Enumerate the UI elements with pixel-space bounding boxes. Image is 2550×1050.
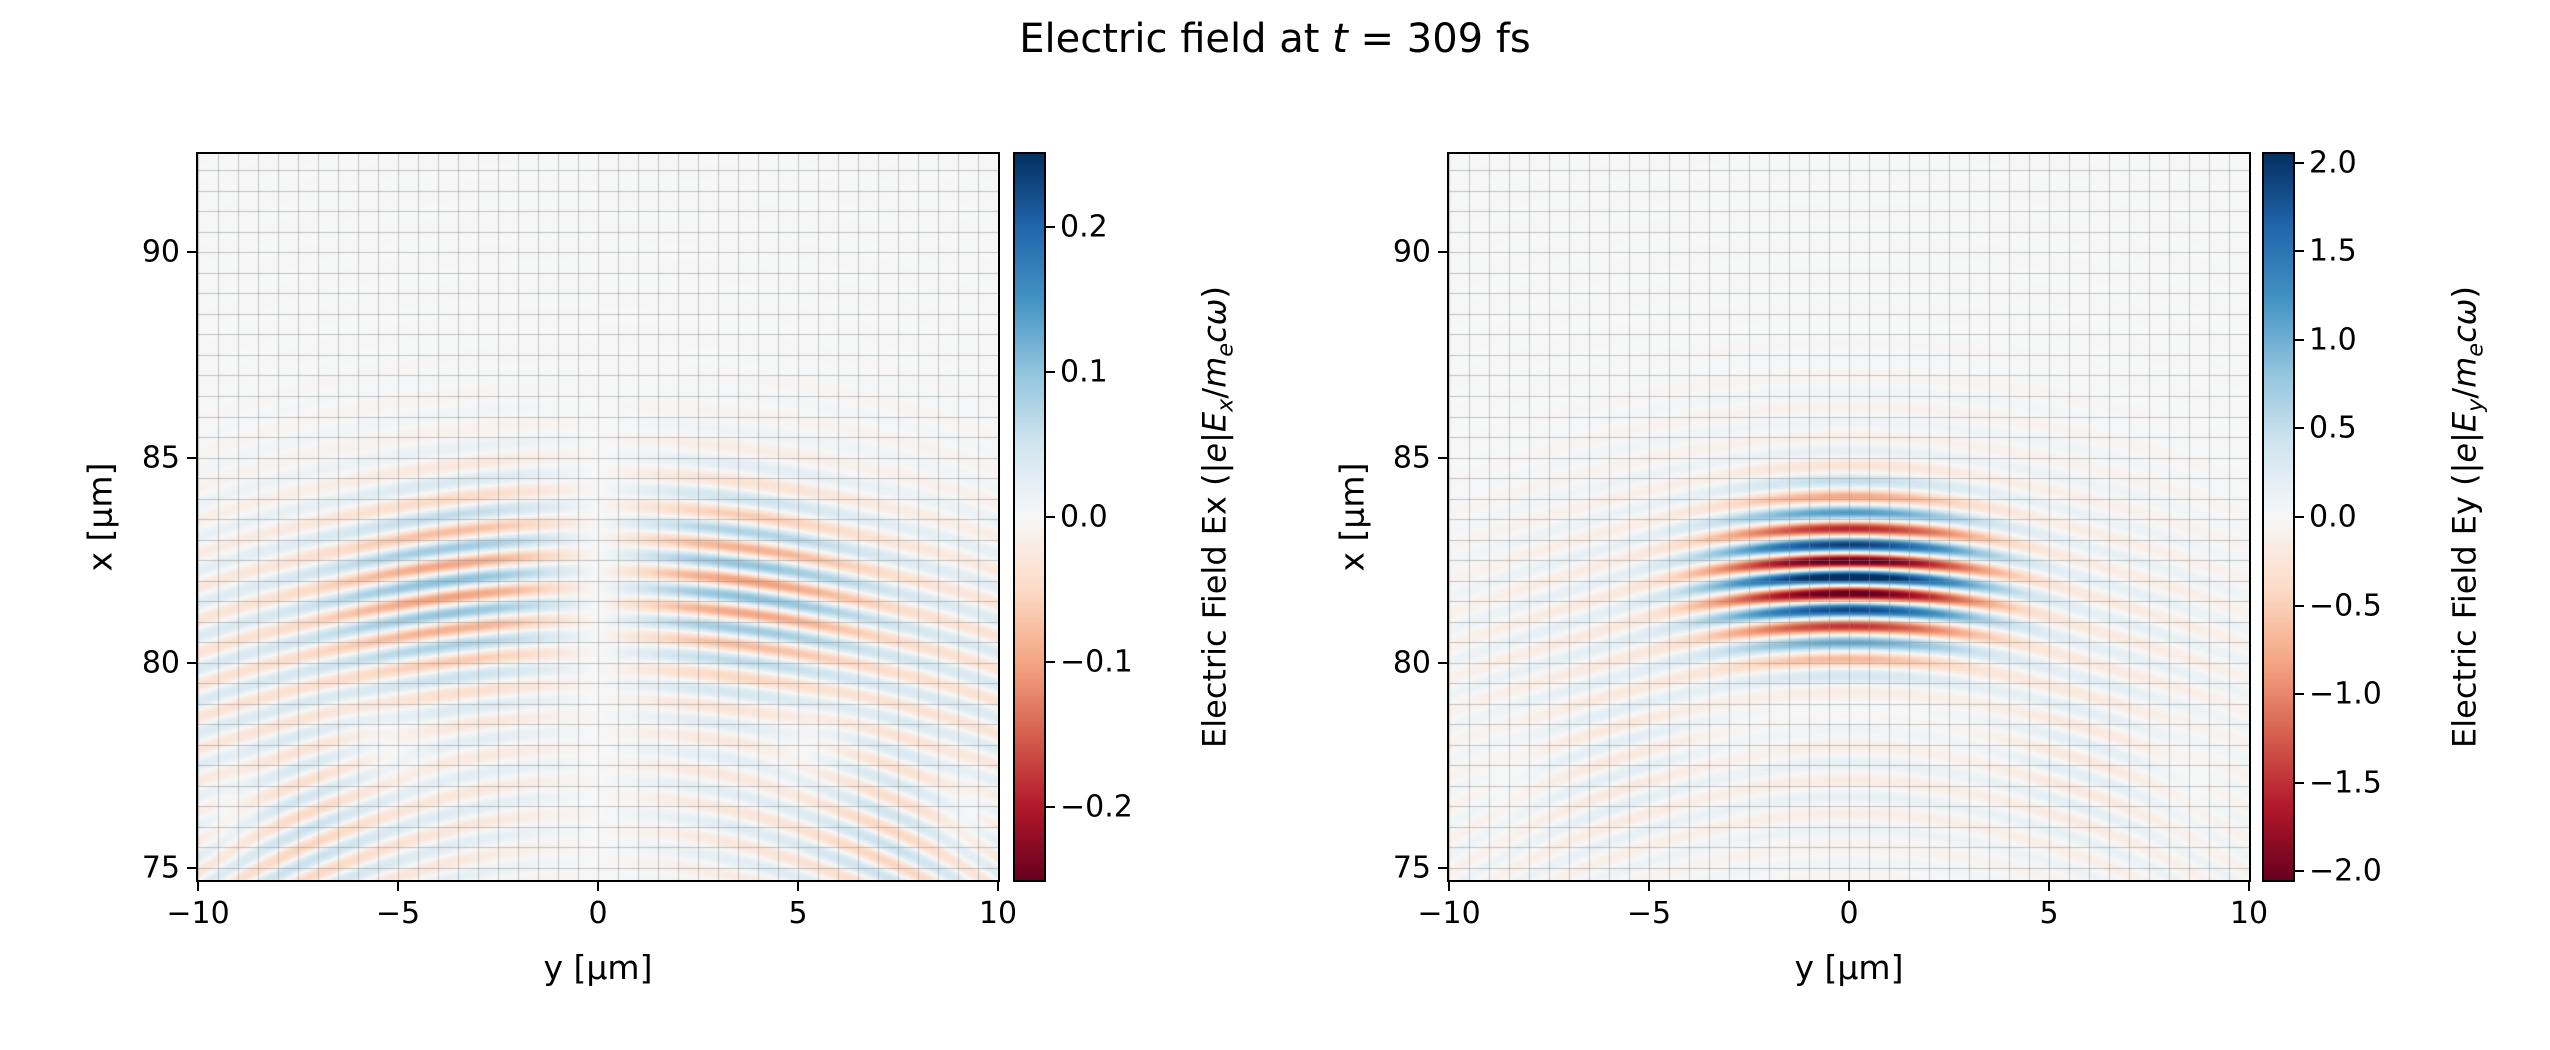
colorbar-tick-mark [2295,870,2304,873]
y-tick-mark [1438,661,1447,664]
colorbar-tick-mark [2295,604,2304,607]
x-tick-label: 5 [788,896,808,931]
colorbar-tick-mark [1046,225,1055,228]
x-tick-mark [797,882,799,891]
colorbar-ex-gradient [1015,154,1044,880]
x-tick-mark [2248,882,2250,891]
y-tick-label: 80 [141,645,180,681]
x-tick-label: −5 [375,896,421,931]
colorbar-ex: 0.2 0.1 0.0 −0.1 −0.2 [1013,152,1133,882]
subplot-ex: −10 −5 0 5 10 75 80 85 90 [142,152,1017,931]
colorbar-ey: 2.0 1.5 1.0 0.5 0.0 −0.5 −1.0 −1.5 −2.0 [2262,145,2382,889]
y-tick-label: 80 [1392,645,1431,681]
colorbar-tick-mark [2295,781,2304,784]
colorbar-tick-mark [1046,516,1055,518]
colorbar-tick-label: −0.5 [2309,588,2382,624]
y-tick-label: 85 [1392,440,1431,476]
x-tick-mark [1648,882,1650,891]
y-tick-mark [187,456,196,459]
x-tick-mark [397,882,399,891]
colorbar-tick-mark [1046,806,1055,809]
y-tick-label: 75 [1392,850,1431,886]
colorbar-tick-mark [2295,427,2304,430]
colorbar-tick-label: 0.0 [1060,499,1108,535]
colorbar-tick-label: 1.5 [2309,233,2357,269]
x-tick-mark [2048,882,2050,891]
colorbar-tick-mark [2295,516,2304,518]
colorbar-tick-mark [2295,250,2304,253]
colorbar-tick-label: 0.1 [1060,354,1108,390]
heatmap-ey [1449,154,2249,880]
colorbar-tick-label: −0.2 [1060,789,1133,825]
colorbar-tick-label: 0.0 [2309,499,2357,535]
x-tick-label: −5 [1626,896,1672,931]
y-tick-mark [187,866,196,869]
colorbar-tick-mark [2295,338,2304,341]
y-tick-label: 85 [141,440,180,476]
x-tick-mark [1448,882,1450,891]
colorbar-tick-mark [2295,693,2304,696]
heatmap-ex [198,154,998,880]
x-tick-label: −10 [1417,896,1481,931]
colorbar-ey-gradient [2264,154,2293,880]
y-tick-mark [1438,866,1447,869]
y-tick-mark [187,251,196,254]
colorbar-tick-mark [2295,161,2304,164]
colorbar-tick-label: −1.5 [2309,765,2382,801]
y-tick-label: 90 [1392,234,1431,270]
y-tick-label: 75 [141,850,180,886]
x-tick-label: 10 [2229,896,2269,931]
colorbar-ex-label: Electric Field Ex (|e|Ex/mecω) [1195,286,1239,748]
colorbar-tick-label: −1.0 [2309,676,2382,712]
y-axis-label-ex: x [μm] [80,462,120,572]
x-tick-label: 10 [978,896,1018,931]
colorbar-tick-label: 1.0 [2309,322,2357,358]
colorbar-tick-label: 0.5 [2309,410,2357,446]
colorbar-tick-label: −0.1 [1060,644,1133,680]
y-axis-label-ey: x [μm] [1332,462,1372,572]
y-tick-label: 90 [141,234,180,270]
y-tick-mark [187,661,196,664]
y-tick-mark [1438,251,1447,254]
y-tick-mark [1438,456,1447,459]
colorbar-tick-mark [1046,370,1055,373]
x-tick-mark [1848,882,1850,891]
x-tick-mark [597,882,599,891]
x-tick-label: 0 [1839,896,1859,931]
subplot-ey: −10 −5 0 5 10 75 80 85 90 [1393,152,2268,931]
x-tick-label: 5 [2039,896,2059,931]
x-tick-label: −10 [166,896,230,931]
x-axis-label-ey: y [μm] [1794,948,1904,987]
colorbar-ey-label: Electric Field Ey (|e|Ey/mecω) [2445,286,2489,748]
colorbar-tick-mark [1046,661,1055,664]
x-tick-mark [997,882,999,891]
figure-title: Electric field at t = 309 fs [1019,16,1531,62]
x-tick-mark [197,882,199,891]
colorbar-tick-label: 0.2 [1060,209,1108,245]
x-axis-label-ex: y [μm] [543,948,653,987]
x-tick-label: 0 [588,896,608,931]
colorbar-tick-label: −2.0 [2309,853,2382,889]
colorbar-tick-label: 2.0 [2309,145,2357,181]
